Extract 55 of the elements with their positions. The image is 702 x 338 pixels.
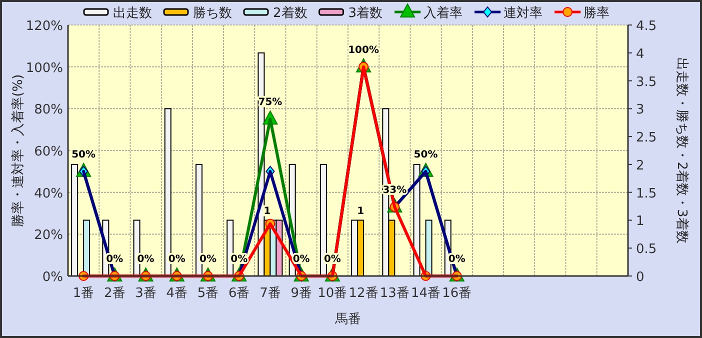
data-label: 0% [448,254,466,265]
legend-label: 2着数 [273,5,308,21]
data-label: 50% [72,149,96,160]
x-tick-label: 6番 [228,286,250,301]
data-label: 33% [382,184,407,196]
x-tick-label: 14番 [411,286,441,301]
y2-tick-label: 3 [636,102,644,118]
data-label: 0% [200,254,216,265]
y2-tick-label: 3.5 [636,74,657,90]
x-tick-label: 12番 [348,286,378,301]
y2-tick-label: 1.5 [636,186,657,202]
x-tick-label: 5番 [197,286,219,301]
legend-label: 出走数 [113,6,152,21]
data-label: 1 [264,206,271,218]
legend-label: 勝ち数 [193,6,232,21]
x-tick-label: 13番 [380,286,410,301]
data-label: 50% [414,149,438,160]
y2-axis-title: 出走数・勝ち数・2着数・3着数 [674,58,690,244]
data-label: 1 [357,206,364,218]
data-label: 0% [324,254,341,265]
y-tick-label: 100% [26,60,63,76]
data-label: 0% [292,254,310,265]
y2-tick-label: 1 [636,214,644,230]
x-tick-label: 9番 [290,286,312,301]
y-axis-title: 勝率・連対率・入着率(%) [10,74,26,227]
y-tick-label: 20% [34,228,63,244]
y2-tick-label: 2 [636,158,644,174]
y2-tick-label: 4 [636,46,644,62]
x-tick-label: 10番 [318,286,348,301]
y2-tick-label: 0 [636,270,644,285]
y-tick-label: 120% [26,19,63,34]
y-tick-label: 0% [42,270,63,285]
x-tick-label: 7番 [260,286,281,301]
legend-label: 連対率 [504,5,543,21]
data-label: 100% [348,44,380,56]
legend-label: 勝率 [584,5,610,21]
y-tick-label: 40% [34,186,63,202]
data-label: 0% [137,254,154,265]
legend-label: 入着率 [424,5,463,21]
y2-tick-label: 2.5 [636,130,657,146]
y-tick-label: 80% [34,102,63,118]
data-label: 0% [168,254,186,265]
data-label: 0% [230,254,248,265]
data-label: 75% [258,97,282,108]
y-tick-label: 60% [34,144,63,160]
data-label: 0% [106,254,124,265]
legend-label: 3着数 [348,5,383,21]
x-tick-label: 1番 [72,286,94,301]
x-tick-label: 16番 [442,286,472,301]
y2-tick-label: 0.5 [636,242,657,258]
y2-tick-label: 4.5 [636,19,657,34]
x-tick-label: 3番 [135,286,156,301]
x-axis-title: 馬番 [334,312,361,327]
x-tick-label: 2番 [104,286,126,301]
x-tick-label: 4番 [166,286,188,301]
